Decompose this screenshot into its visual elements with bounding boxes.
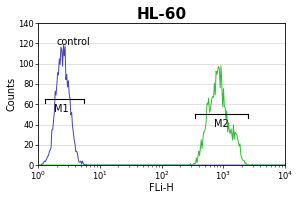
Y-axis label: Counts: Counts	[7, 77, 17, 111]
Text: M1: M1	[55, 104, 69, 114]
Text: control: control	[57, 37, 91, 47]
X-axis label: FLi-H: FLi-H	[149, 183, 174, 193]
Title: HL-60: HL-60	[136, 7, 187, 22]
Text: M2: M2	[214, 119, 229, 129]
